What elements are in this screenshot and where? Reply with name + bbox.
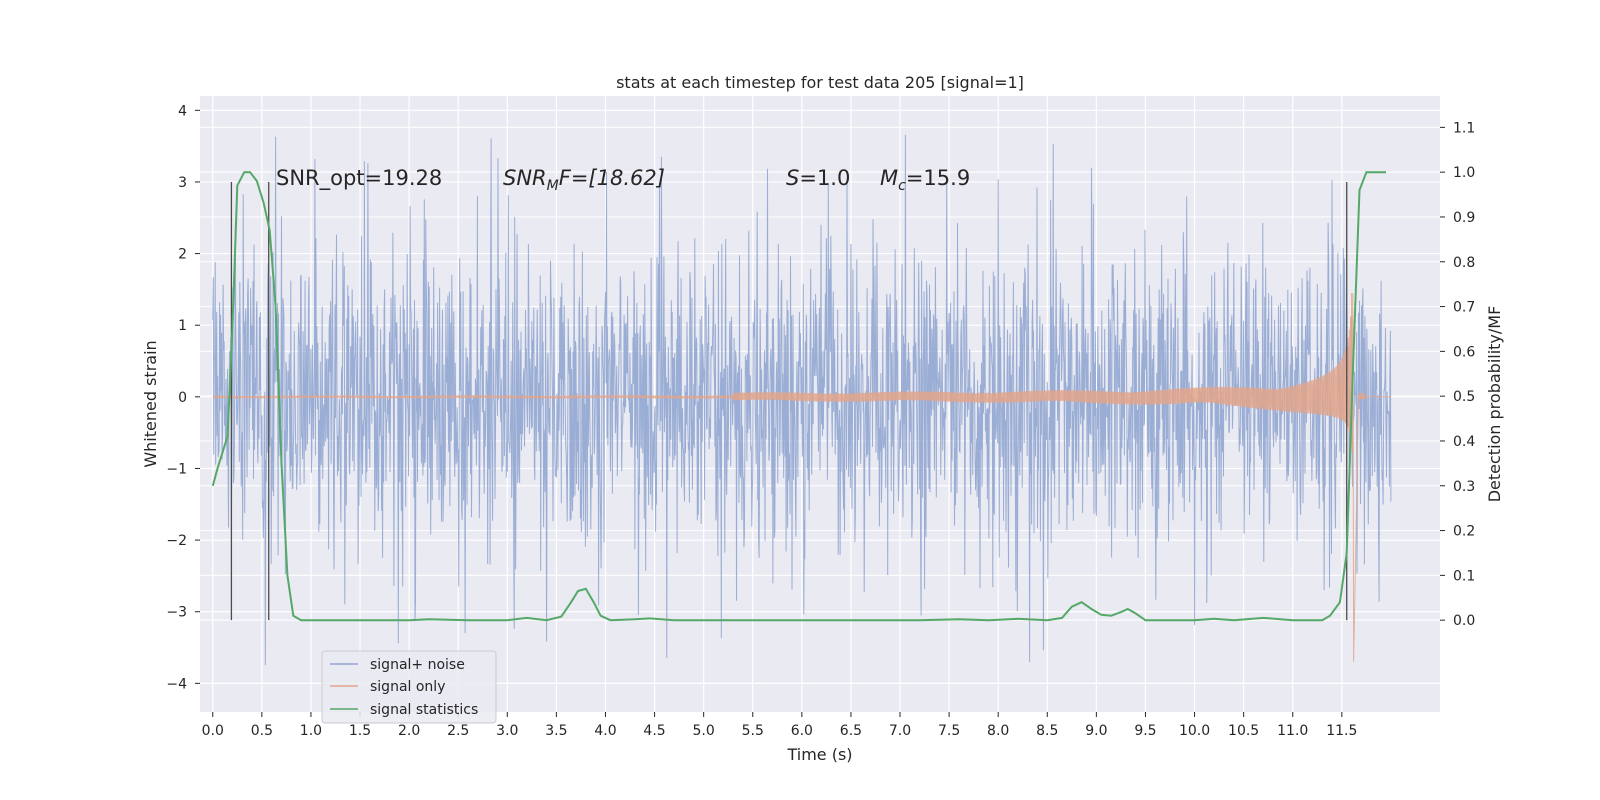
- y2-tick-label: 0.9: [1453, 210, 1475, 226]
- x-tick-label: 10.0: [1179, 723, 1210, 739]
- x-tick-label: 10.5: [1228, 723, 1259, 739]
- x-tick-label: 5.5: [742, 723, 764, 739]
- legend: signal+ noise signal only signal statist…: [321, 650, 497, 724]
- x-tick-label: 7.0: [889, 723, 911, 739]
- y-tick-label: 2: [178, 247, 187, 263]
- series-signal-statistics: [211, 171, 1386, 622]
- y2-tick-label: 1.1: [1453, 120, 1475, 136]
- x-tick-label: 6.5: [840, 723, 862, 739]
- x-tick-label: 7.5: [938, 723, 960, 739]
- x-axis-label: Time (s): [786, 745, 852, 764]
- y-tick-label: 3: [178, 175, 187, 191]
- x-tick-label: 4.0: [594, 723, 616, 739]
- x-tick-label: 4.5: [643, 723, 665, 739]
- y-tick-label: 4: [178, 103, 187, 119]
- annotation-snr-mf: SNRMF=[18.62]: [503, 166, 665, 194]
- y2-tick-label: 0.7: [1453, 300, 1475, 316]
- x-tick-label: 3.5: [545, 723, 567, 739]
- x-axis-ticks: 0.0 0.5 1.0 1.5 2.0 2.5 3.0 3.5 4.0 4.5 5.0 5.5 6.0 6…: [202, 712, 1357, 739]
- y2-tick-label: 0.8: [1453, 255, 1475, 271]
- series-signal-noise: [212, 134, 1392, 666]
- y2-tick-label: 0.1: [1453, 568, 1475, 584]
- y-tick-label: 0: [178, 390, 187, 406]
- x-tick-label: 0.5: [251, 723, 273, 739]
- y2-tick-label: 0.6: [1453, 344, 1475, 360]
- x-tick-label: 9.5: [1134, 723, 1156, 739]
- x-tick-label: 0.0: [202, 723, 224, 739]
- x-tick-label: 8.0: [987, 723, 1009, 739]
- y2-axis-ticks: 1.1 1.0 0.9 0.8 0.7 0.6 0.5 0.4 0.3 0.2 0.1 0.0: [1440, 120, 1475, 629]
- y-tick-label: −3: [166, 605, 187, 621]
- y-axis-ticks: 4 3 2 1 0 −1 −2 −3 −4: [166, 103, 200, 692]
- x-tick-label: 2.5: [447, 723, 469, 739]
- legend-label-signal-statistics: signal statistics: [370, 702, 478, 718]
- x-tick-label: 11.5: [1326, 723, 1357, 739]
- y2-tick-label: 0.2: [1453, 524, 1475, 540]
- y2-tick-label: 1.0: [1453, 165, 1475, 181]
- y-tick-label: −1: [166, 461, 187, 477]
- x-tick-label: 11.0: [1277, 723, 1308, 739]
- x-tick-label: 9.0: [1085, 723, 1107, 739]
- y2-tick-label: 0.4: [1453, 434, 1475, 450]
- y2-axis-label: Detection probability/MF: [1485, 306, 1504, 503]
- y-tick-label: 1: [178, 318, 187, 334]
- x-tick-label: 1.5: [349, 723, 371, 739]
- x-tick-label: 6.0: [791, 723, 813, 739]
- legend-label-signal-only: signal only: [370, 679, 445, 695]
- y-tick-label: −4: [166, 676, 187, 692]
- series-signal-only: [212, 292, 1391, 662]
- x-tick-label: 2.0: [398, 723, 420, 739]
- y2-tick-label: 0.5: [1453, 389, 1475, 405]
- y-axis-label: Whitened strain: [141, 340, 160, 467]
- y-tick-label: −2: [166, 533, 187, 549]
- chart-title: stats at each timestep for test data 205…: [616, 73, 1024, 92]
- x-tick-label: 8.5: [1036, 723, 1058, 739]
- annotation-mc: Mc=15.9: [880, 166, 970, 194]
- y2-tick-label: 0.0: [1453, 613, 1475, 629]
- annotation-snr-opt: SNR_opt=19.28: [276, 166, 442, 191]
- x-tick-label: 5.0: [693, 723, 715, 739]
- grid-right-axis: [200, 126, 1440, 621]
- legend-label-signal-noise: signal+ noise: [370, 657, 465, 673]
- annotation-s: S=1.0: [786, 166, 850, 190]
- x-tick-label: 1.0: [300, 723, 322, 739]
- legend-box: [321, 650, 497, 724]
- x-tick-label: 3.0: [496, 723, 518, 739]
- y2-tick-label: 0.3: [1453, 479, 1475, 495]
